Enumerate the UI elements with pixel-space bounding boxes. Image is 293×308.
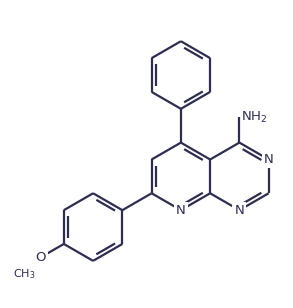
Text: NH$_2$: NH$_2$ bbox=[241, 110, 268, 125]
Text: O: O bbox=[35, 251, 46, 264]
Text: N: N bbox=[264, 153, 274, 166]
Text: N: N bbox=[234, 204, 244, 217]
Text: N: N bbox=[176, 204, 186, 217]
Text: CH$_3$: CH$_3$ bbox=[13, 267, 35, 281]
